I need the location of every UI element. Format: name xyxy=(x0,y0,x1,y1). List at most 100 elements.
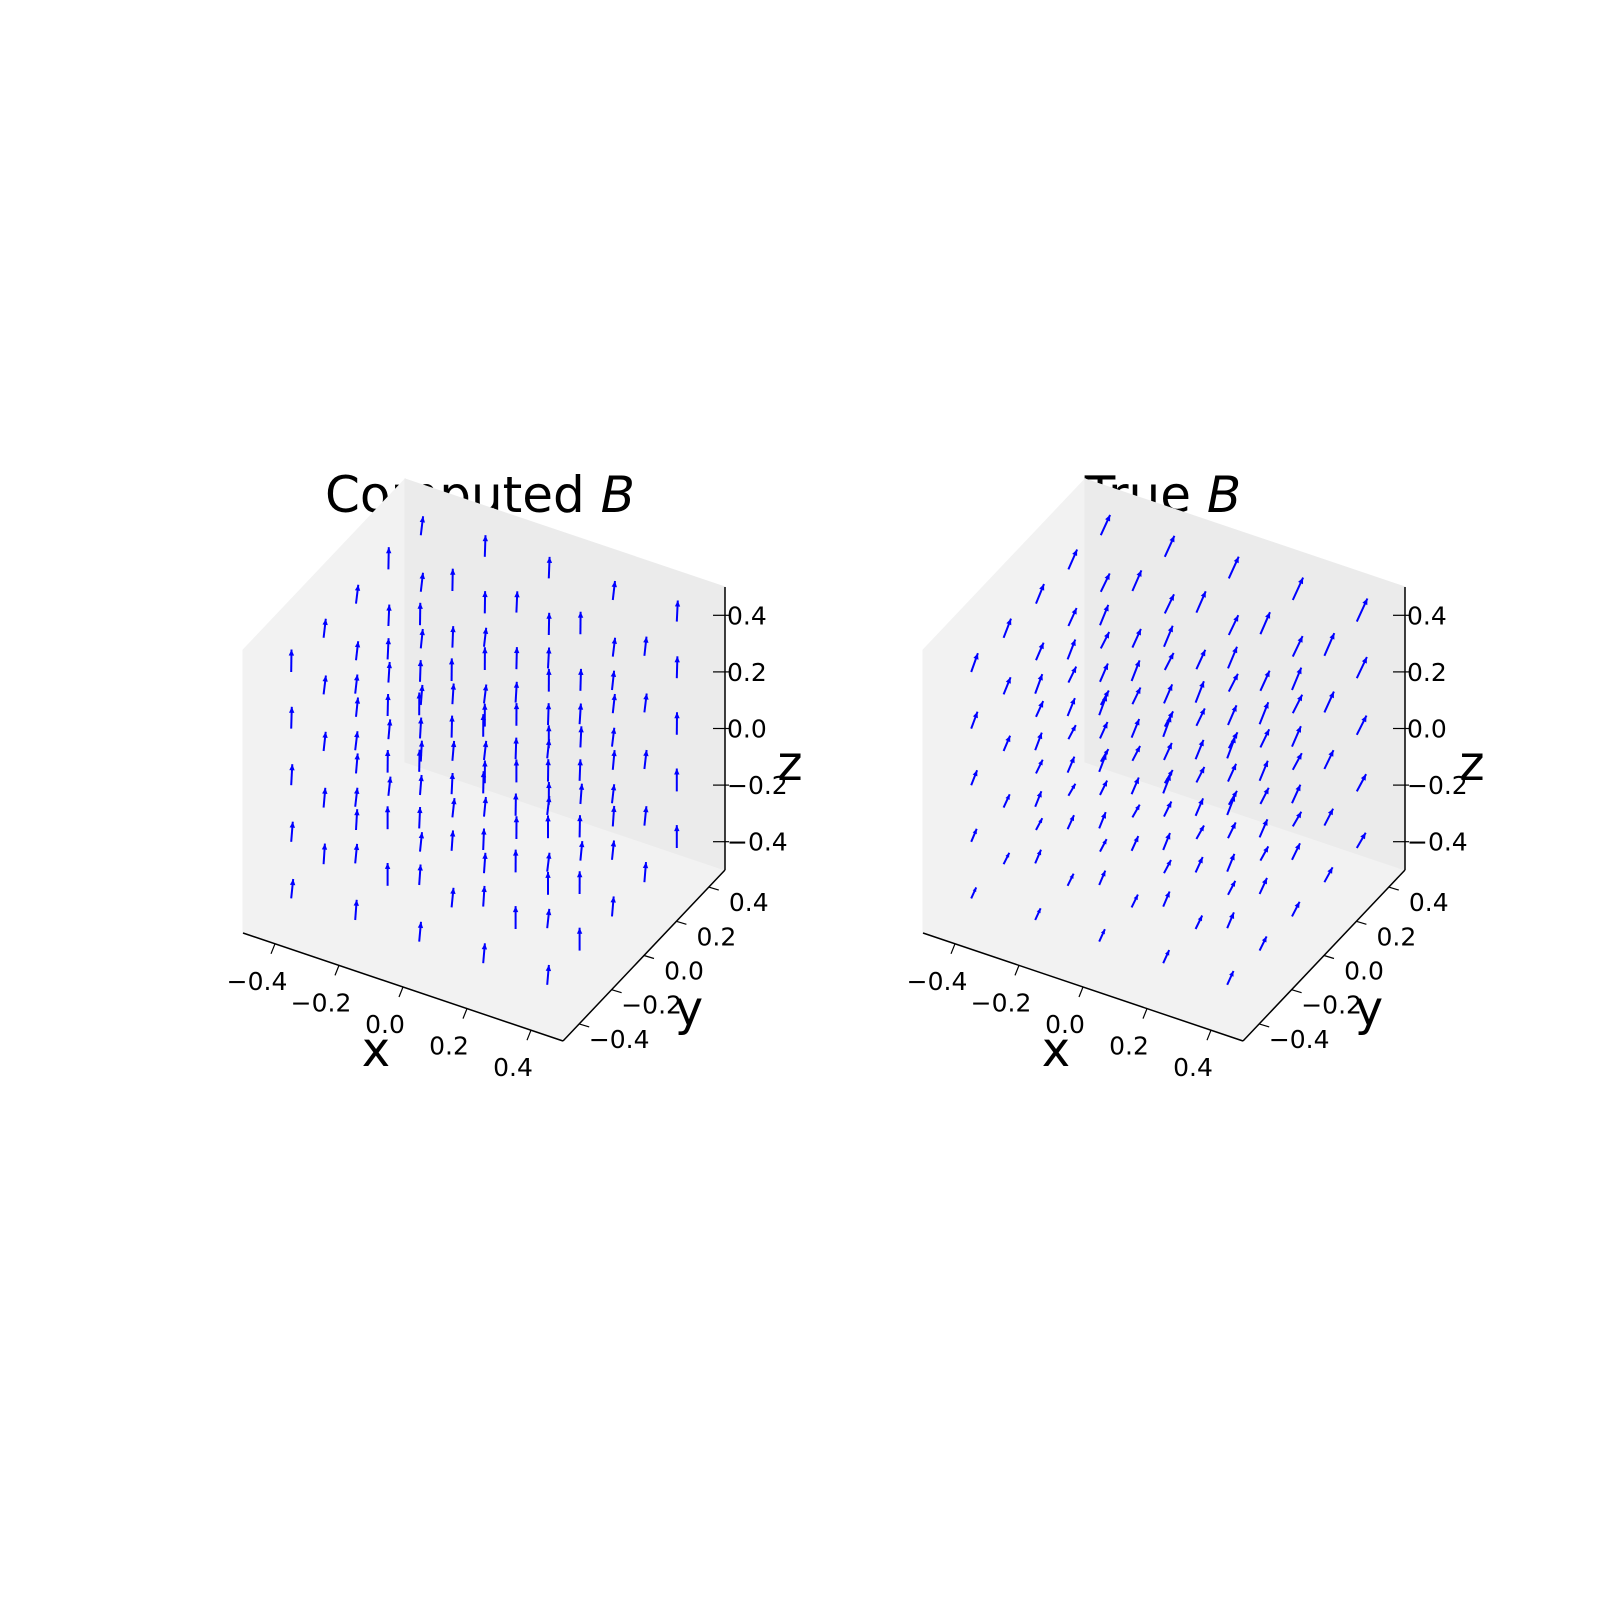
vector-arrow xyxy=(1130,718,1141,738)
y-tick-label: −0.4 xyxy=(1269,1025,1330,1054)
vector-arrow xyxy=(1323,866,1334,883)
x-axis-label: x xyxy=(362,1022,390,1078)
vector-arrow xyxy=(417,806,423,829)
vector-arrow xyxy=(1066,639,1077,660)
vector-arrow xyxy=(289,878,296,899)
vector-arrow xyxy=(1291,811,1303,827)
vector-arrow xyxy=(1226,912,1235,929)
y-tick-mark xyxy=(643,954,655,960)
vector-arrow xyxy=(610,670,617,691)
vector-arrow xyxy=(1067,724,1077,740)
vector-arrow xyxy=(1098,694,1108,716)
x-tick-label: 0.4 xyxy=(1173,1053,1213,1082)
vector-arrow xyxy=(610,840,617,860)
vector-arrow xyxy=(450,683,456,705)
x-tick-label: −0.2 xyxy=(971,988,1032,1017)
vector-arrow xyxy=(386,604,392,627)
vector-arrow xyxy=(513,703,520,726)
vector-arrow xyxy=(1323,749,1335,770)
vector-arrow xyxy=(354,674,360,694)
x-tick-mark xyxy=(334,965,340,976)
y-tick-mark xyxy=(1388,886,1399,891)
vector-arrow xyxy=(1035,583,1045,604)
vector-arrow xyxy=(1259,845,1270,862)
vector-arrow xyxy=(322,675,328,695)
vector-arrow xyxy=(1163,801,1173,818)
vector-arrow xyxy=(419,628,425,649)
vector-arrow xyxy=(417,660,424,682)
vector-arrow xyxy=(482,852,488,874)
vector-arrow xyxy=(1162,715,1172,738)
vector-arrow xyxy=(1226,853,1236,872)
vector-arrow xyxy=(289,706,295,729)
x-tick-mark xyxy=(398,986,404,998)
vector-arrow xyxy=(416,692,422,716)
vector-arrow xyxy=(1163,535,1176,558)
vector-arrow xyxy=(1258,701,1270,725)
axis-ticks: −0.4−0.4−0.4−0.2 −0.2−0.20.00.00.00.20.20… xyxy=(227,601,788,1082)
vector-arrow xyxy=(1194,798,1205,817)
vector-arrow xyxy=(1002,793,1011,809)
y-tick-mark xyxy=(579,1023,590,1028)
vector-arrow xyxy=(643,806,649,826)
vector-arrow xyxy=(418,774,424,796)
vector-arrow xyxy=(1099,663,1109,683)
x-axis-label: x xyxy=(1042,1022,1070,1078)
vector-arrow xyxy=(354,697,361,717)
vector-arrow xyxy=(1163,593,1175,614)
vector-arrow xyxy=(1195,766,1206,783)
vector-arrow xyxy=(970,769,979,786)
vector-arrow xyxy=(1259,787,1270,805)
vector-arrow xyxy=(1099,572,1111,593)
vector-arrow xyxy=(419,516,425,536)
z-tick-label: 0.4 xyxy=(1407,601,1447,630)
vector-arrow xyxy=(1130,835,1140,852)
vector-arrow xyxy=(1259,728,1271,748)
vector-arrow xyxy=(1099,780,1108,796)
quiver-arrows xyxy=(288,516,681,985)
vector-arrow xyxy=(1291,784,1302,804)
vector-arrow xyxy=(1067,783,1077,797)
vector-arrow xyxy=(610,896,616,917)
x-tick-label: −0.4 xyxy=(907,967,968,996)
vector-arrow xyxy=(545,871,551,895)
vector-arrow xyxy=(642,862,649,883)
vector-arrow xyxy=(1130,660,1141,682)
vector-arrow xyxy=(1227,763,1238,783)
z-tick-label: 0.0 xyxy=(727,715,767,744)
vector-arrow xyxy=(1131,804,1141,818)
vector-arrow xyxy=(1098,811,1107,829)
vector-arrow xyxy=(418,740,425,762)
vector-arrow xyxy=(481,828,487,851)
vector-arrow xyxy=(1227,614,1240,636)
vector-arrow xyxy=(643,636,649,656)
vector-arrow xyxy=(480,771,487,794)
vector-arrow xyxy=(1002,852,1011,865)
x-tick-mark xyxy=(1142,1008,1148,1019)
vector-arrow xyxy=(1259,611,1271,635)
vector-arrow xyxy=(385,749,391,773)
vector-arrow xyxy=(451,797,457,818)
x-tick-label: 0.0 xyxy=(365,1010,405,1039)
vector-arrow xyxy=(1034,673,1044,694)
z-tick-label: 0.2 xyxy=(727,658,767,687)
vector-arrow xyxy=(1227,673,1239,693)
vector-arrow xyxy=(1355,656,1368,679)
y-tick-label: −0.2 xyxy=(1301,991,1362,1020)
vector-arrow xyxy=(418,832,425,852)
y-tick-label: 0.0 xyxy=(664,957,704,986)
vector-arrow xyxy=(481,885,487,907)
vector-arrow xyxy=(1099,721,1109,739)
vector-arrow xyxy=(674,825,680,848)
vector-arrow xyxy=(578,726,584,748)
vector-arrow xyxy=(386,661,392,683)
vector-arrow xyxy=(970,886,978,899)
vector-arrow xyxy=(1355,598,1369,623)
vector-arrow xyxy=(1162,832,1171,851)
vector-arrow xyxy=(1035,642,1045,661)
vector-arrow xyxy=(643,749,649,770)
vector-arrow xyxy=(1258,818,1269,838)
vector-arrow xyxy=(1066,756,1076,773)
vector-arrow xyxy=(1323,808,1334,827)
vector-arrow xyxy=(577,611,584,635)
